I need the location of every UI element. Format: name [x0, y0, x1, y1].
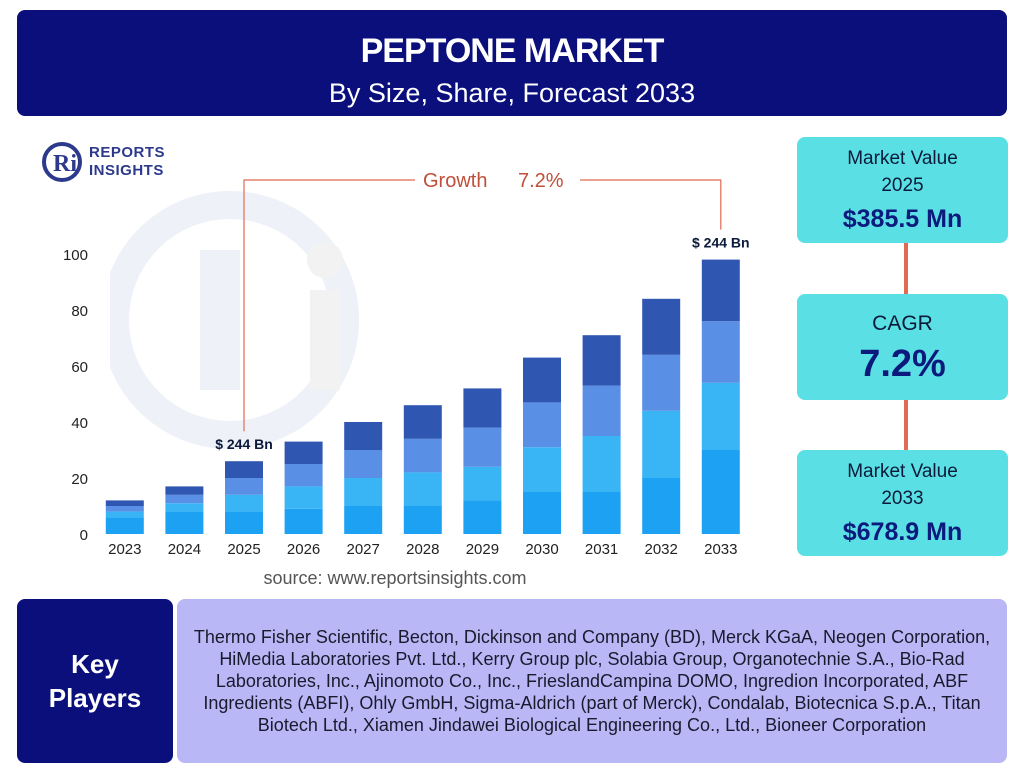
- bar-segment: [701, 259, 740, 322]
- bar-segment: [225, 478, 263, 495]
- bar-segment: [642, 478, 681, 534]
- x-tick-label: 2023: [108, 541, 141, 558]
- logo-line-2: INSIGHTS: [89, 162, 164, 179]
- bar-segment: [463, 466, 502, 501]
- bar-segment: [344, 478, 383, 506]
- y-axis: 0 20 40 60 80 100: [63, 247, 88, 544]
- bar-segment: [523, 492, 561, 534]
- bar-segment: [105, 506, 144, 512]
- market-value-2025-box: Market Value 2025 $385.5 Mn: [797, 137, 1008, 243]
- y-tick-label: 0: [80, 527, 88, 544]
- key-players-list: Thermo Fisher Scientific, Becton, Dickin…: [177, 599, 1007, 763]
- bar-segment: [582, 492, 621, 534]
- bar-segment: [225, 494, 263, 512]
- market-value-2033-value: $678.9 Mn: [842, 518, 963, 546]
- bar-segment: [403, 438, 442, 473]
- bar-segment: [284, 486, 323, 509]
- connector-line-2: [904, 400, 908, 450]
- bar-segment: [165, 511, 204, 534]
- market-value-2033-box: Market Value 2033 $678.9 Mn: [797, 450, 1008, 556]
- x-tick-label: 2032: [645, 541, 678, 558]
- market-value-2033-year: 2033: [881, 488, 924, 509]
- bar-segment: [701, 321, 740, 383]
- bar-segment: [105, 517, 144, 534]
- bar-segment: [642, 354, 681, 411]
- bar-segment: [344, 422, 383, 450]
- bar-segment: [284, 441, 323, 464]
- bar-segment: [403, 506, 442, 534]
- market-value-2033-label: Market Value: [847, 461, 958, 482]
- key-players-label-box: Key Players: [17, 599, 173, 763]
- x-tick-label: 2026: [287, 541, 320, 558]
- bar-segment: [165, 486, 204, 495]
- bar-segment: [642, 298, 681, 355]
- x-tick-label: 2025: [227, 541, 260, 558]
- bar-segment: [523, 402, 561, 448]
- logo-mark: Ri: [53, 151, 77, 177]
- cagr-box: CAGR 7.2%: [797, 294, 1008, 400]
- growth-line-right: [580, 179, 722, 230]
- bar-segment: [701, 450, 740, 534]
- key-players-text: Thermo Fisher Scientific, Becton, Dickin…: [193, 627, 991, 735]
- y-tick-label: 60: [71, 359, 88, 376]
- chart-bars: [105, 259, 740, 534]
- x-tick-label: 2029: [466, 541, 499, 558]
- logo-text: REPORTS INSIGHTS: [89, 144, 165, 180]
- x-tick-label: 2031: [585, 541, 618, 558]
- bar-segment: [701, 382, 740, 450]
- x-tick-label: 2024: [168, 541, 201, 558]
- y-tick-label: 80: [71, 303, 88, 320]
- bar-segment: [165, 503, 204, 512]
- start-value-label: $ 244 Bn: [215, 436, 273, 452]
- cagr-value: 7.2%: [859, 343, 946, 385]
- bar-segment: [344, 450, 383, 478]
- bar-segment: [403, 405, 442, 439]
- logo-line-1: REPORTS: [89, 144, 166, 161]
- x-tick-label: 2030: [525, 541, 558, 558]
- y-tick-label: 40: [71, 415, 88, 432]
- bar-segment: [463, 500, 502, 534]
- bar-segment: [463, 427, 502, 467]
- cagr-label: CAGR: [872, 312, 933, 335]
- growth-value: 7.2%: [518, 170, 564, 192]
- market-value-2025-label: Market Value: [847, 148, 958, 169]
- reports-insights-logo-icon: Ri: [42, 142, 82, 182]
- bar-segment: [284, 464, 323, 487]
- growth-label: Growth: [423, 170, 487, 192]
- growth-annotation: Growth 7.2% $ 244 Bn $ 244 Bn: [215, 170, 749, 452]
- page-title: PEPTONE MARKET: [360, 32, 665, 70]
- bar-segment: [523, 357, 561, 403]
- bar-segment: [463, 388, 502, 428]
- page-subtitle: By Size, Share, Forecast 2033: [328, 78, 696, 108]
- x-tick-label: 2028: [406, 541, 439, 558]
- bar-segment: [344, 506, 383, 534]
- source-text: source: www.reportsinsights.com: [263, 568, 527, 588]
- key-players-label-line-2: Players: [48, 683, 142, 713]
- x-tick-label: 2033: [704, 541, 737, 558]
- bar-segment: [642, 410, 681, 478]
- bar-segment: [523, 447, 561, 492]
- growth-line-left: [243, 179, 415, 432]
- y-tick-label: 20: [71, 471, 88, 488]
- bar-segment: [105, 511, 144, 518]
- bar-segment: [403, 472, 442, 506]
- end-value-label: $ 244 Bn: [692, 235, 750, 251]
- bar-segment: [225, 461, 263, 478]
- bar-segment: [582, 436, 621, 492]
- market-value-2025-value: $385.5 Mn: [842, 205, 963, 233]
- bar-segment: [284, 508, 323, 534]
- connector-line-1: [904, 243, 908, 294]
- bar-segment: [582, 335, 621, 386]
- market-value-2025-year: 2025: [881, 175, 924, 196]
- x-tick-label: 2027: [347, 541, 380, 558]
- key-players-label-line-1: Key: [71, 649, 119, 679]
- bar-segment: [165, 494, 204, 504]
- header-banner: PEPTONE MARKET By Size, Share, Forecast …: [17, 10, 1007, 116]
- bar-segment: [105, 500, 144, 506]
- bar-segment: [582, 385, 621, 436]
- y-tick-label: 100: [63, 247, 88, 264]
- bar-segment: [225, 511, 263, 534]
- x-axis: 2023 2024 2025 2026 2027 2028 2029 2030 2031 2032…: [108, 541, 737, 558]
